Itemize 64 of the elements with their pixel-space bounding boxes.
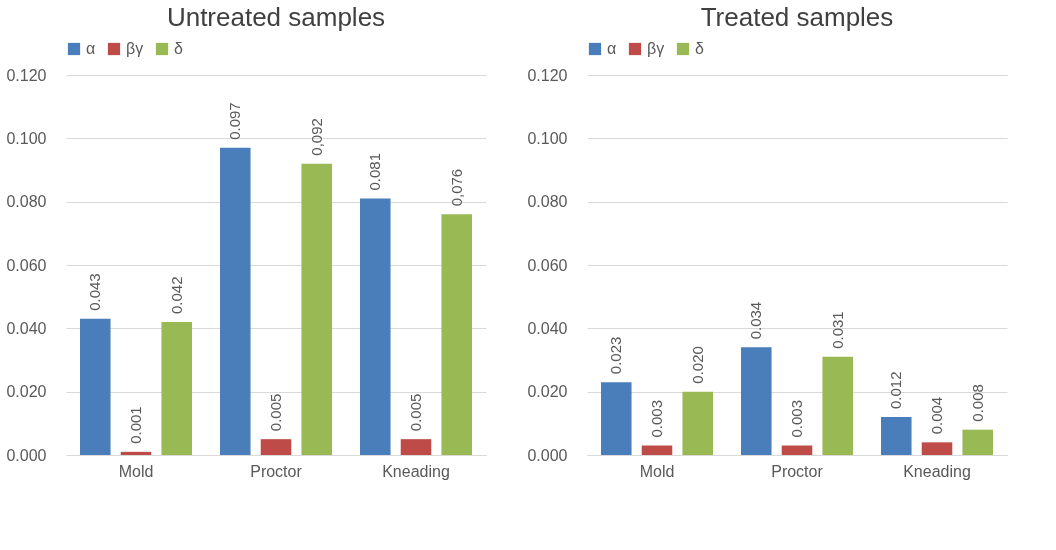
legend-label: α — [86, 40, 96, 57]
data-label: 0.005 — [407, 393, 424, 432]
y-tick-label: 0.100 — [6, 129, 47, 147]
y-tick-label: 0.080 — [6, 193, 47, 211]
bar — [641, 445, 673, 455]
data-label: 0.003 — [788, 399, 805, 438]
y-tick-label: 0.060 — [527, 256, 568, 274]
bar — [400, 439, 432, 455]
data-label: 0.001 — [127, 406, 144, 444]
bar — [822, 356, 853, 455]
x-tick-label: Mold — [118, 462, 154, 480]
y-tick-label: 0.000 — [6, 446, 47, 464]
bar — [881, 417, 912, 455]
x-tick-label: Kneading — [382, 462, 450, 480]
data-label: 0.031 — [828, 311, 846, 349]
y-tick-label: 0.040 — [6, 319, 47, 337]
bar — [741, 347, 772, 455]
bar — [301, 163, 332, 455]
legend-label: α — [607, 40, 617, 57]
data-label: 0.081 — [366, 152, 384, 191]
bar — [120, 451, 152, 455]
bar — [682, 391, 713, 455]
bar — [781, 445, 813, 455]
y-tick-label: 0.120 — [527, 66, 568, 84]
data-label: 0.043 — [86, 273, 104, 311]
x-tick-label: Kneading — [903, 462, 971, 480]
data-label: 0.008 — [968, 384, 986, 422]
y-tick-label: 0.000 — [527, 446, 568, 464]
bar — [962, 429, 993, 455]
data-label: 0.042 — [167, 276, 185, 314]
chart-title: Untreated samples — [166, 2, 386, 32]
chart-title: Treated samples — [700, 2, 894, 32]
y-tick-label: 0.120 — [6, 66, 47, 84]
data-label: 0.003 — [648, 399, 665, 438]
data-label: 0,076 — [447, 168, 465, 207]
legend-label: βγ — [126, 40, 144, 57]
y-tick-label: 0.060 — [6, 256, 47, 274]
y-tick-label: 0.080 — [527, 193, 568, 211]
y-tick-label: 0.020 — [6, 383, 47, 401]
x-tick-label: Proctor — [771, 462, 824, 480]
data-label: 0.023 — [607, 336, 625, 375]
legend-label: δ — [174, 40, 183, 57]
bar — [260, 439, 292, 455]
data-label: 0.097 — [226, 102, 244, 140]
y-tick-label: 0.100 — [527, 129, 568, 147]
bar — [921, 442, 953, 455]
legend-label: δ — [695, 40, 704, 57]
bar — [441, 214, 472, 455]
bar — [360, 198, 391, 455]
data-label: 0.004 — [928, 396, 945, 435]
y-tick-label: 0.020 — [527, 383, 568, 401]
bar — [220, 147, 251, 455]
y-tick-label: 0.040 — [527, 319, 568, 337]
data-label: 0.020 — [688, 346, 706, 384]
x-tick-label: Mold — [639, 462, 675, 480]
legend-label: βγ — [647, 40, 665, 57]
bar — [601, 382, 632, 455]
data-label: 0.005 — [267, 393, 284, 432]
data-label: 0.012 — [887, 371, 905, 409]
bar — [161, 322, 192, 455]
data-label: 0.034 — [747, 301, 765, 340]
data-label: 0,092 — [307, 118, 325, 156]
bar — [80, 318, 111, 455]
x-tick-label: Proctor — [250, 462, 303, 480]
